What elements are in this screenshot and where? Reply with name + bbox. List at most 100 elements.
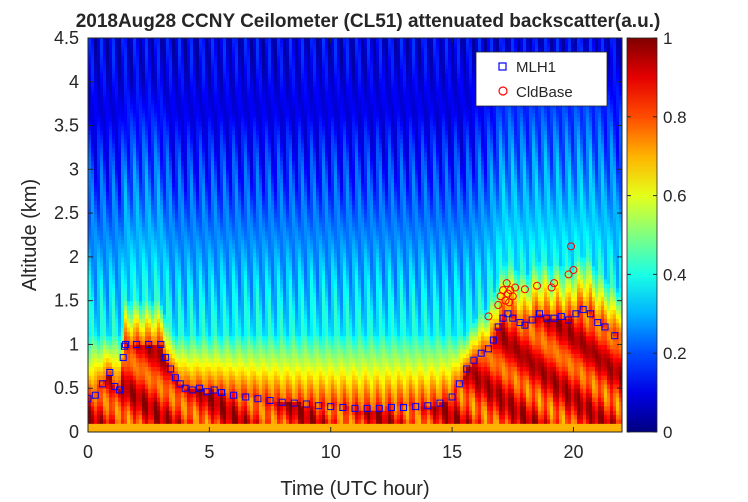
- heatmap-cell: [100, 370, 104, 376]
- heatmap-cell: [106, 73, 110, 78]
- heatmap-cell: [112, 186, 116, 192]
- heatmap-cell: [97, 265, 101, 271]
- heatmap-cell: [115, 195, 119, 201]
- heatmap-cell: [124, 375, 128, 381]
- heatmap-cell: [115, 230, 119, 236]
- heatmap-cell: [100, 326, 104, 332]
- heatmap-cell: [112, 178, 116, 184]
- heatmap-cell: [106, 125, 110, 131]
- heatmap-cell: [130, 248, 134, 254]
- heatmap-cell: [103, 55, 107, 61]
- heatmap-cell: [112, 125, 116, 131]
- heatmap-cell: [103, 235, 107, 240]
- heatmap-cell: [94, 326, 98, 332]
- heatmap-cell: [94, 68, 98, 74]
- heatmap-cell: [103, 46, 107, 52]
- heatmap-cell: [109, 169, 113, 175]
- heatmap-cell: [112, 156, 116, 162]
- heatmap-cell: [130, 230, 134, 236]
- heatmap-cell: [106, 64, 110, 70]
- heatmap-cell: [91, 331, 95, 337]
- heatmap-cell: [112, 160, 116, 166]
- heatmap-cell: [127, 94, 131, 100]
- heatmap-cell: [94, 300, 98, 306]
- heatmap-cell: [118, 173, 122, 179]
- heatmap-cell: [94, 366, 98, 372]
- heatmap-cell: [127, 414, 131, 420]
- heatmap-cell: [121, 103, 125, 109]
- heatmap-cell: [109, 112, 113, 118]
- heatmap-cell: [112, 401, 116, 407]
- heatmap-cell: [91, 296, 95, 302]
- heatmap-cell: [100, 46, 104, 52]
- heatmap-cell: [118, 265, 122, 271]
- heatmap-cell: [121, 414, 125, 420]
- heatmap-cell: [106, 335, 110, 341]
- heatmap-cell: [118, 129, 122, 135]
- heatmap-cell: [112, 261, 116, 267]
- heatmap-cell: [124, 265, 128, 271]
- heatmap-cell: [88, 348, 92, 354]
- heatmap-cell: [103, 73, 107, 78]
- heatmap-cell: [106, 235, 110, 240]
- heatmap-cell: [91, 164, 95, 170]
- heatmap-cell: [91, 274, 95, 280]
- heatmap-cell: [124, 230, 128, 236]
- heatmap-cell: [124, 90, 128, 96]
- heatmap-cell: [112, 396, 116, 402]
- heatmap-cell: [127, 173, 131, 179]
- heatmap-cell: [109, 283, 113, 289]
- heatmap-cell: [124, 318, 128, 324]
- heatmap-cell: [103, 265, 107, 271]
- heatmap-cell: [97, 392, 101, 398]
- heatmap-cell: [100, 178, 104, 184]
- heatmap-cell: [118, 199, 122, 205]
- heatmap-cell: [127, 335, 131, 341]
- heatmap-cell: [121, 335, 125, 341]
- heatmap-cell: [127, 121, 131, 127]
- heatmap-cell: [94, 46, 98, 52]
- heatmap-cell: [127, 160, 131, 166]
- heatmap-cell: [100, 64, 104, 70]
- heatmap-cell: [115, 94, 119, 100]
- heatmap-cell: [106, 405, 110, 411]
- heatmap-cell: [115, 340, 119, 346]
- heatmap-cell: [121, 261, 125, 267]
- heatmap-cell: [130, 195, 134, 201]
- heatmap-cell: [112, 164, 116, 170]
- heatmap-cell: [130, 331, 134, 337]
- heatmap-cell: [130, 410, 134, 416]
- heatmap-cell: [109, 300, 113, 306]
- heatmap-cell: [106, 121, 110, 127]
- heatmap-cell: [97, 296, 101, 302]
- heatmap-cell: [100, 129, 104, 135]
- heatmap-cell: [100, 55, 104, 61]
- heatmap-cell: [91, 348, 95, 354]
- heatmap-cell: [91, 252, 95, 258]
- heatmap-cell: [118, 235, 122, 240]
- heatmap-cell: [124, 226, 128, 232]
- heatmap-cell: [91, 239, 95, 245]
- heatmap-cell: [118, 388, 122, 394]
- heatmap-cell: [94, 248, 98, 254]
- heatmap-cell: [91, 353, 95, 359]
- heatmap-cell: [94, 274, 98, 280]
- heatmap-cell: [106, 204, 110, 210]
- heatmap-cell: [124, 51, 128, 57]
- heatmap-cell: [115, 335, 119, 341]
- heatmap-cell: [91, 46, 95, 52]
- heatmap-cell: [118, 226, 122, 232]
- heatmap-cell: [109, 401, 113, 407]
- heatmap-cell: [97, 46, 101, 52]
- heatmap-cell: [109, 81, 113, 87]
- heatmap-cell: [100, 357, 104, 363]
- heatmap-cell: [103, 221, 107, 227]
- heatmap-cell: [118, 300, 122, 306]
- heatmap-cell: [118, 116, 122, 122]
- heatmap-cell: [124, 313, 128, 319]
- heatmap-cell: [109, 121, 113, 127]
- heatmap-cell: [100, 68, 104, 74]
- heatmap-cell: [115, 51, 119, 57]
- heatmap-cell: [88, 235, 92, 240]
- heatmap-cell: [97, 396, 101, 402]
